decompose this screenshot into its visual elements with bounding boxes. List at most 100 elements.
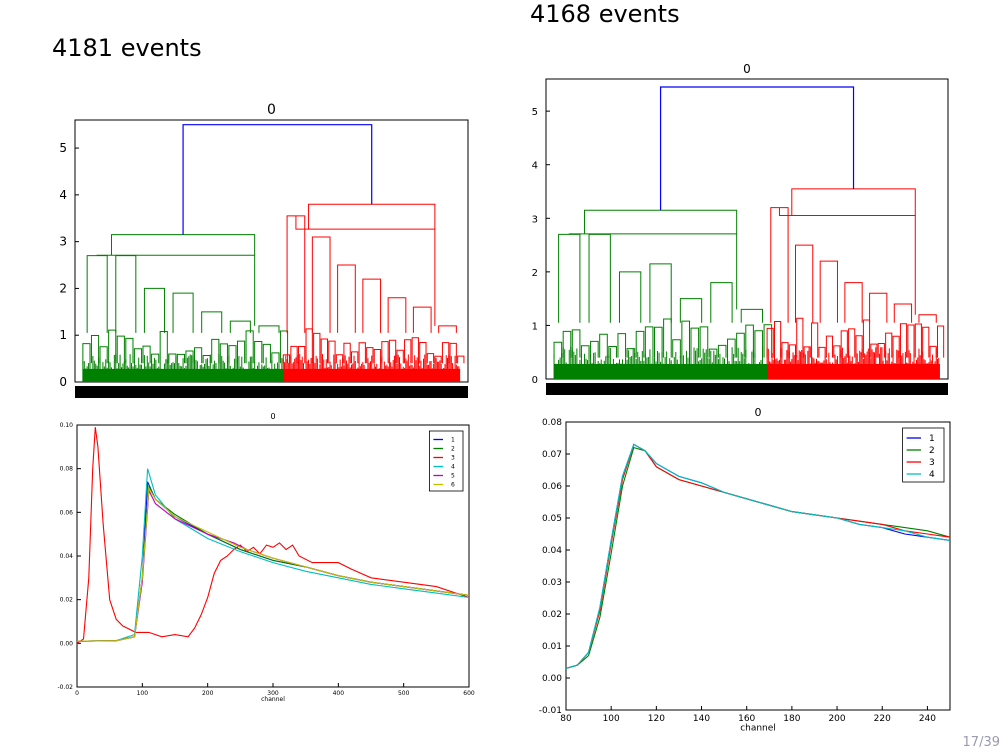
x-tick-label: 300 [267,690,279,697]
branch-link [892,335,900,358]
cluster-link [143,287,165,333]
branch-link [590,340,599,358]
branch-link [848,328,856,358]
root-link [659,86,855,211]
legend [428,430,464,492]
y-tick-label: 2 [532,268,538,279]
branch-link [763,324,773,358]
cluster-link [918,314,937,323]
cluster-link [229,320,251,333]
branch-link [922,326,930,358]
y-tick-label: 0.06 [60,509,74,516]
y-tick-label: 0 [532,375,538,386]
branch-link [133,348,143,364]
branch-link [811,322,819,358]
branch-link [441,342,450,364]
branch-link [279,330,289,364]
series-line-3 [76,427,470,644]
cluster-link [110,234,256,256]
cluster-link [794,244,814,323]
cluster-link [308,203,436,230]
branch-link [745,324,754,358]
series-line-6 [76,486,470,642]
x-tick-label: 160 [738,714,755,724]
branch-link [82,343,91,364]
x-axis-label: channel [261,696,285,703]
cluster-link [258,325,280,333]
branch-link [870,343,878,358]
branch-link [818,346,826,358]
branch-link [617,333,627,358]
y-tick-label: 0 [59,375,67,389]
branch-link [457,355,465,364]
cluster-link [583,209,738,234]
cluster-link [869,292,888,323]
plot-frame [76,424,470,688]
cluster-link [844,282,863,323]
branch-link [271,352,280,364]
y-tick-label: 2 [59,281,67,295]
branch-link [699,326,709,358]
chart-title: 0 [755,406,762,419]
branch-link [929,345,937,358]
legend-label: 1 [929,434,935,444]
x-tick-label: 80 [560,714,572,724]
branch-link [116,335,125,364]
series-line-3 [565,443,951,669]
branch-link [219,343,228,364]
x-tick-label: 120 [648,714,665,724]
legend-label: 4 [451,464,455,471]
cluster-link [172,292,194,333]
y-tick-label: 0.08 [542,418,562,428]
plot-frame [74,119,469,383]
y-tick-label: -0.01 [539,706,562,716]
branch-link [211,338,220,364]
x-tick-label: 200 [202,690,214,697]
cluster-link [295,215,436,326]
cluster-link [770,207,789,323]
branch-link [608,346,617,358]
cluster-link [740,308,764,323]
branch-link [449,342,457,364]
y-tick-label: -0.02 [57,684,73,691]
branch-link [840,330,848,358]
branch-link [254,340,263,364]
y-tick-label: 1 [532,321,538,332]
left-panel-title: 4181 events [52,34,202,62]
branch-link [305,328,313,364]
branch-link [426,353,435,364]
branch-link [553,341,563,358]
chart-title: 0 [267,102,276,118]
branch-link [885,332,893,358]
branch-link [635,330,645,358]
branch-link [404,339,412,364]
cluster-link [679,298,703,323]
cluster-link [337,264,356,333]
series-line-4 [565,443,951,669]
branch-link [599,333,608,358]
branch-link [313,332,321,364]
branch-link [381,341,389,364]
branch-link [907,324,915,358]
cluster-link [618,271,642,323]
branch-link [99,346,108,364]
right-panel-title: 4168 events [530,0,680,28]
branch-link [125,337,134,364]
root-link [182,124,373,235]
leaf-band-red [767,364,940,379]
branch-link [396,349,404,364]
cluster-link [568,233,738,310]
cluster-link [778,207,916,315]
branch-link [168,353,177,364]
branch-link [351,351,359,364]
y-tick-label: 0.10 [60,422,74,429]
cluster-link [558,233,581,323]
line-chart-left: 0 channel 0 100 200 300 400 500 600 -0.02 0.00 0.02… [57,412,474,703]
y-tick-label: 0.02 [542,610,562,620]
legend-label: 3 [929,458,935,468]
cluster-link [286,215,306,333]
x-axis-label: channel [740,724,776,734]
branch-link [328,340,336,364]
x-tick-label: 100 [603,714,620,724]
y-tick-label: 5 [59,141,67,155]
